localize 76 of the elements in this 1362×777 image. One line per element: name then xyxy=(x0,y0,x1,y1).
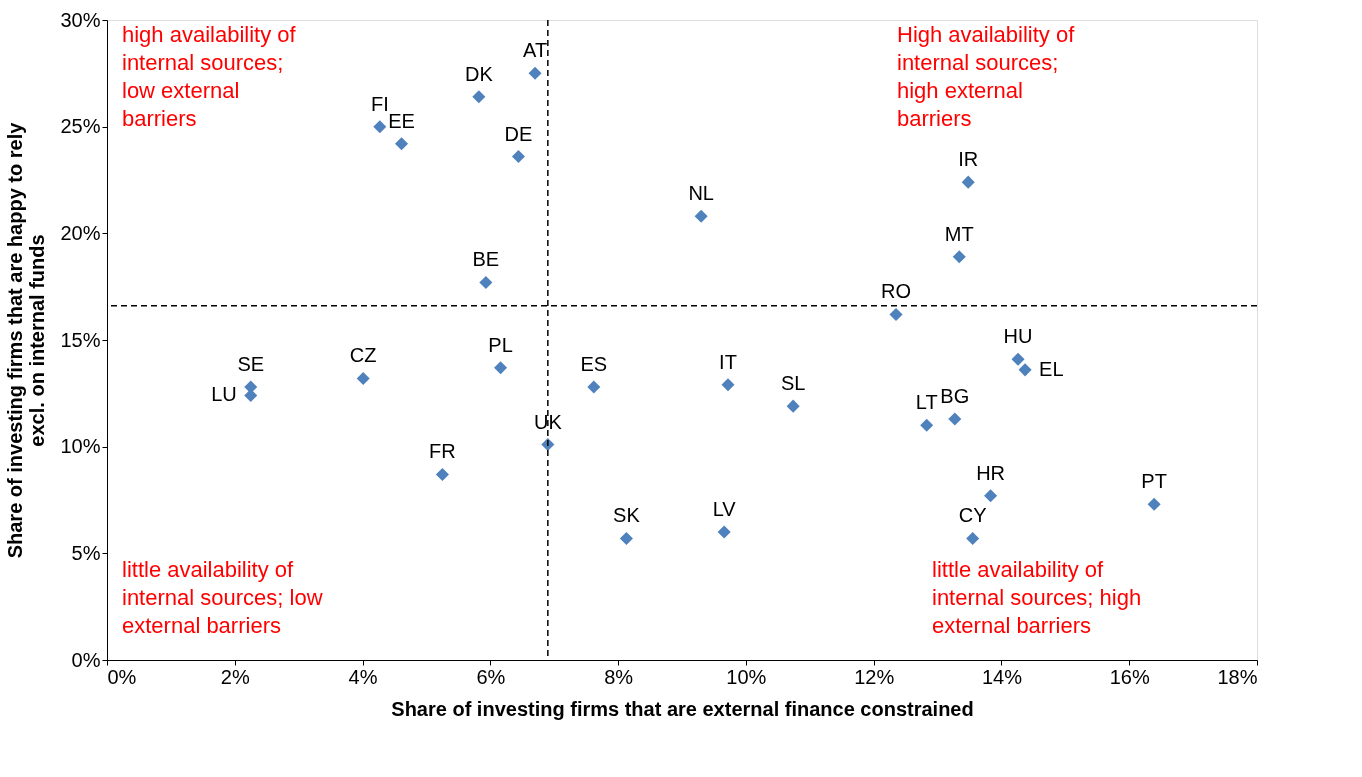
point xyxy=(889,307,903,321)
x-tick-label: 14% xyxy=(981,665,1023,688)
annotation: HU xyxy=(1003,325,1033,348)
point xyxy=(511,150,525,164)
annotation: EL xyxy=(1039,357,1064,380)
annotation: ES xyxy=(580,352,608,375)
annotation: PT xyxy=(1141,470,1167,493)
x-tick-label: 18% xyxy=(1217,665,1258,688)
point xyxy=(1147,497,1161,511)
y-tick-label: 5% xyxy=(71,541,101,564)
annotation: High availability of internal sources; high external barriers xyxy=(897,22,1076,131)
y-tick-label: 10% xyxy=(60,435,101,458)
point xyxy=(694,209,708,223)
annotation: FR xyxy=(429,440,456,463)
y-tick-label: 15% xyxy=(60,328,101,351)
point xyxy=(373,120,387,134)
y-tick-label: 25% xyxy=(60,115,101,138)
annotation: SL xyxy=(780,372,806,395)
point xyxy=(472,90,486,104)
annotation: AT xyxy=(523,39,548,62)
x-tick-label: 6% xyxy=(476,665,506,688)
point xyxy=(528,66,542,80)
annotation: NL xyxy=(688,182,714,205)
annotation: high availability of internal sources; low external barriers xyxy=(122,22,297,131)
annotation: SE xyxy=(237,352,265,375)
annotation: FI xyxy=(370,92,389,115)
y-tick-label: 20% xyxy=(60,221,101,244)
annotation: IR xyxy=(958,148,979,171)
point xyxy=(961,175,975,189)
point xyxy=(479,275,493,289)
annotation: BE xyxy=(472,248,500,271)
x-tick-label: 12% xyxy=(854,665,895,688)
point xyxy=(587,380,601,394)
point xyxy=(395,137,409,151)
point xyxy=(619,531,633,545)
annotation: CZ xyxy=(349,344,377,367)
point xyxy=(494,361,508,375)
point xyxy=(948,412,962,426)
annotation: PL xyxy=(488,333,513,356)
y-tick-label: 0% xyxy=(71,648,101,671)
point xyxy=(786,399,800,413)
annotation: DE xyxy=(504,122,533,145)
point xyxy=(721,378,735,392)
point xyxy=(1011,352,1025,366)
annotation: SK xyxy=(613,504,641,527)
x-tick-label: 0% xyxy=(107,665,137,688)
annotation: LT xyxy=(915,391,938,414)
annotation: IT xyxy=(719,350,737,373)
x-tick-label: 4% xyxy=(348,665,378,688)
annotation: little availability of internal sources; high external barriers xyxy=(932,557,1142,638)
point xyxy=(920,418,934,432)
point xyxy=(717,525,731,539)
annotation: HR xyxy=(976,461,1006,484)
x-tick-label: 16% xyxy=(1109,665,1150,688)
annotation: LU xyxy=(211,383,237,406)
annotation: DK xyxy=(464,62,494,85)
x-axis-title: Share of investing firms that are external finance constrained xyxy=(391,697,974,720)
annotation: EE xyxy=(388,109,415,132)
x-tick-label: 10% xyxy=(726,665,767,688)
y-axis-title: Share of investing firms that are happy to rely excl. on internal funds xyxy=(4,121,49,559)
annotation: UK xyxy=(533,410,563,433)
point xyxy=(1018,363,1032,377)
point xyxy=(966,531,980,545)
annotation: BG xyxy=(940,384,970,407)
point xyxy=(984,489,998,503)
annotation: RO xyxy=(881,280,912,303)
annotation: MT xyxy=(944,222,974,245)
annotation: CY xyxy=(958,504,987,527)
annotation: little availability of internal sources; low external barriers xyxy=(122,557,323,638)
y-tick-label: 30% xyxy=(60,8,101,31)
x-tick-label: 8% xyxy=(604,665,634,688)
point xyxy=(356,371,370,385)
point xyxy=(952,250,966,264)
x-tick-label: 2% xyxy=(220,665,250,688)
annotation: LV xyxy=(712,498,737,520)
point xyxy=(435,467,449,481)
